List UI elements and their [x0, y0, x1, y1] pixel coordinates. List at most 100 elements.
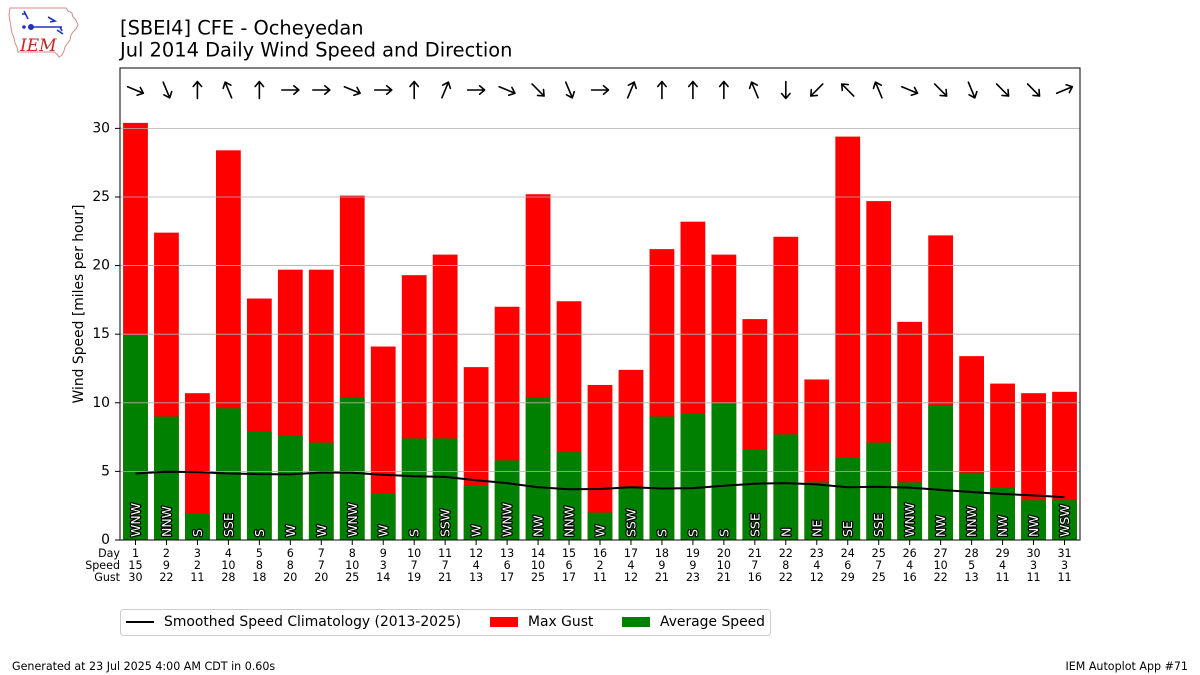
iowa-outline: [8, 7, 79, 58]
wind-arrow-icon: [901, 85, 919, 97]
wind-arrow-icon: [531, 83, 545, 97]
x-axis-ticks: [134, 540, 1066, 545]
arrow-shape: [192, 80, 203, 100]
table-gust: 17: [562, 571, 576, 584]
direction-label: WNW: [500, 503, 515, 537]
table-gust: 25: [531, 571, 545, 584]
direction-label: S: [685, 529, 700, 537]
y-tick-label: 5: [101, 463, 110, 479]
speed-bar: [866, 442, 892, 540]
direction-label: S: [190, 529, 205, 537]
table-gust: 11: [1057, 571, 1071, 584]
y-tick-label: 15: [92, 326, 110, 342]
logo-text: IEM: [19, 36, 57, 56]
wind-arrow-icon: [409, 80, 420, 100]
direction-label: NW: [531, 515, 546, 537]
speed-bar: [277, 435, 303, 540]
direction-label: WNW: [902, 503, 917, 537]
table-speed: 4: [627, 559, 634, 572]
direction-label: W: [376, 525, 391, 537]
direction-label: S: [407, 529, 422, 537]
table-gust: 14: [376, 571, 390, 584]
table-day: 10: [407, 547, 421, 560]
table-speed: 7: [875, 559, 882, 572]
wind-arrow-icon: [995, 83, 1010, 97]
table-day: 13: [500, 547, 514, 560]
arrow-shape: [373, 85, 393, 95]
direction-label: WNW: [345, 503, 360, 537]
table-day: 9: [380, 547, 387, 560]
table-speed: 4: [813, 559, 820, 572]
direction-label: SSW: [438, 509, 453, 537]
summary-table: Day Speed Gust 1153029223211410285818682…: [85, 547, 1071, 584]
table-gust: 13: [469, 571, 483, 584]
arrow-shape: [441, 81, 452, 99]
table-day: 17: [624, 547, 638, 560]
table-day: 26: [903, 547, 917, 560]
table-day: 5: [256, 547, 263, 560]
direction-label: NW: [933, 515, 948, 537]
weather-station-icon: [22, 10, 64, 35]
speed-bar: [308, 442, 334, 540]
footer-generated-text: Generated at 23 Jul 2025 4:00 AM CDT in …: [12, 660, 275, 673]
table-gust: 21: [438, 571, 452, 584]
arrow-shape: [995, 83, 1010, 97]
table-gust: 30: [128, 571, 142, 584]
direction-label: SSE: [871, 513, 886, 537]
legend-label-gust: Max Gust: [528, 614, 594, 630]
wind-arrow-icon: [254, 80, 265, 100]
direction-label: WNW: [128, 503, 143, 537]
table-day: 16: [593, 547, 607, 560]
arrow-shape: [780, 80, 791, 100]
table-day: 23: [810, 547, 824, 560]
wind-arrow-icon: [192, 80, 203, 100]
speed-bar: [804, 482, 830, 540]
arrow-shape: [564, 81, 576, 99]
table-columns: 1153029223211410285818682077208102593141…: [128, 547, 1071, 584]
wind-arrow-icon: [1055, 83, 1074, 95]
table-speed: 9: [658, 559, 665, 572]
wind-arrow-icon: [373, 85, 393, 95]
table-speed: 4: [473, 559, 480, 572]
y-tick-label: 25: [92, 189, 110, 205]
wind-arrow-icon: [872, 81, 883, 99]
table-row-label-speed: Speed: [85, 559, 120, 572]
speed-bar: [897, 482, 923, 540]
table-speed: 10: [717, 559, 731, 572]
speed-bar: [123, 335, 148, 540]
speed-bar: [246, 431, 272, 540]
direction-labels: WNW NNW S SSE S W W WNW W S SSW W WNW NW NNW W SSW S S S SSE…: [127, 502, 1073, 538]
table-gust: 18: [252, 571, 266, 584]
arrow-shape: [281, 85, 300, 95]
y-axis-label: Wind Speed [miles per hour]: [71, 205, 87, 404]
table-day: 6: [287, 547, 294, 560]
speed-bar: [463, 485, 489, 540]
arrow-shape: [656, 80, 667, 100]
legend-box: [120, 609, 771, 636]
table-day: 15: [562, 547, 576, 560]
table-gust: 23: [686, 571, 700, 584]
direction-arrows: [126, 80, 1074, 100]
direction-label: NE: [809, 520, 824, 537]
arrow-shape: [626, 81, 637, 99]
table-gust: 16: [748, 571, 762, 584]
wind-arrow-icon: [840, 83, 855, 97]
table-speed: 5: [968, 559, 975, 572]
arrow-shape: [748, 81, 759, 99]
gridlines: [120, 127, 1080, 472]
arrow-shape: [809, 83, 824, 97]
table-day: 30: [1026, 547, 1040, 560]
speed-bars: [123, 335, 1077, 540]
arrow-shape: [967, 81, 978, 99]
wind-arrow-icon: [590, 85, 610, 95]
arrow-shape: [840, 83, 855, 97]
speed-bar: [1052, 500, 1077, 540]
wind-arrow-icon: [1026, 83, 1041, 97]
wind-arrow-icon: [967, 81, 978, 99]
table-day: 28: [965, 547, 979, 560]
speed-bar: [401, 438, 427, 540]
direction-label: W: [314, 525, 329, 537]
table-gust: 17: [500, 571, 514, 584]
arrow-shape: [1055, 83, 1074, 95]
direction-label: S: [654, 529, 669, 537]
